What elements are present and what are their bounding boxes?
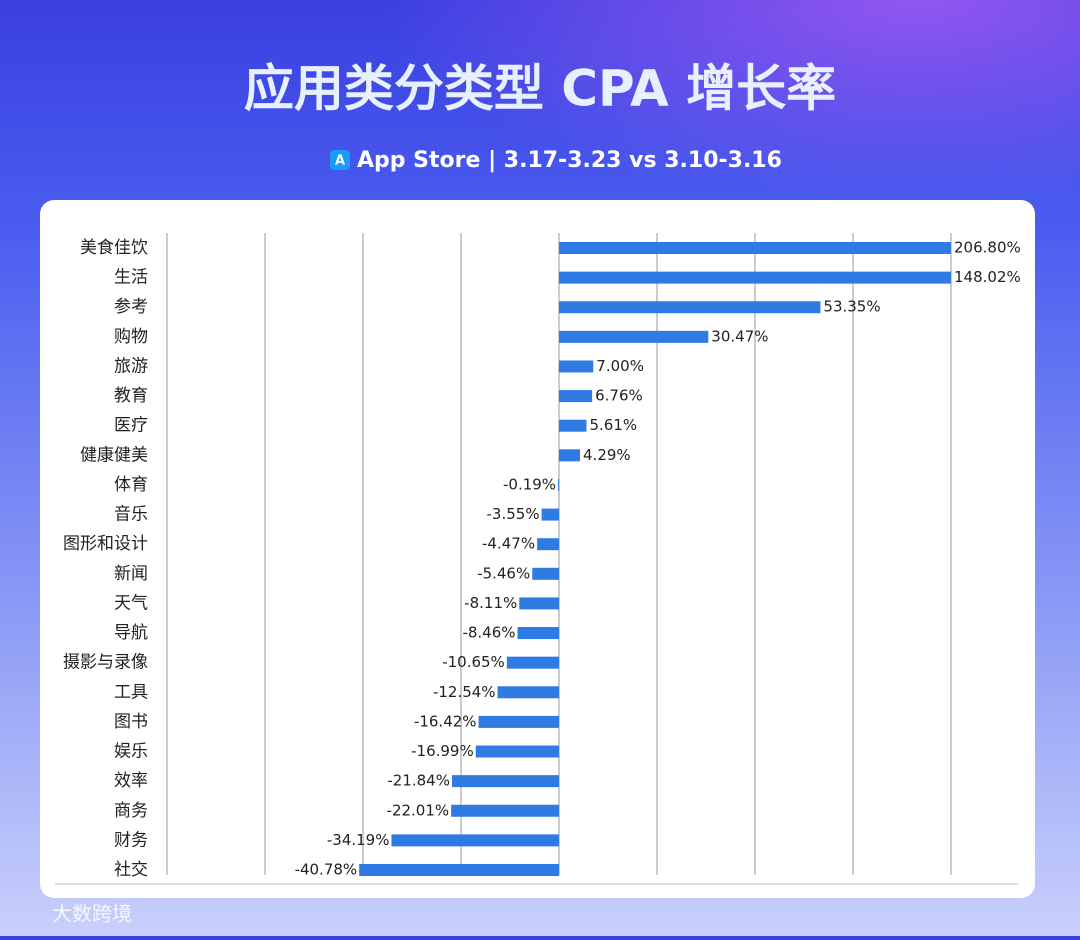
value-label: -40.78%: [295, 861, 358, 879]
bar: [559, 330, 709, 343]
value-label: 206.80%: [954, 239, 1021, 257]
value-label: -10.65%: [442, 653, 505, 671]
value-label: 5.61%: [589, 416, 637, 434]
category-label: 商务: [114, 801, 148, 821]
bar: [559, 449, 581, 462]
bar: [532, 567, 559, 580]
bar: [391, 834, 559, 847]
value-label: 30.47%: [711, 327, 768, 345]
value-label: -34.19%: [327, 831, 390, 849]
value-label: 53.35%: [823, 298, 880, 316]
category-label: 导航: [114, 623, 148, 643]
category-label: 财务: [114, 830, 148, 850]
category-label: 摄影与录像: [63, 653, 148, 673]
category-label: 教育: [114, 386, 148, 406]
category-label: 生活: [114, 268, 148, 288]
category-label: 图书: [114, 712, 148, 732]
value-label: -16.99%: [411, 742, 474, 760]
bar: [451, 775, 559, 788]
bar: [559, 242, 951, 254]
value-label: -0.19%: [503, 475, 556, 493]
subtitle: App Store | 3.17-3.23 vs 3.10-3.16: [357, 148, 782, 173]
plot: 美食佳饮 206.80% 生活 148.02% 参考 53.35% 购物 30.47% 旅游 7.…: [63, 233, 1021, 880]
category-label: 新闻: [114, 564, 148, 584]
bar: [558, 478, 559, 491]
value-label: -8.11%: [464, 594, 517, 612]
value-label: 4.29%: [583, 446, 631, 464]
category-label: 社交: [114, 860, 148, 880]
category-label: 旅游: [114, 356, 148, 376]
category-label: 美食佳饮: [80, 238, 148, 258]
value-label: -5.46%: [477, 564, 530, 582]
bar: [541, 508, 559, 521]
value-label: 6.76%: [595, 387, 643, 405]
value-label: -16.42%: [414, 712, 477, 730]
bar: [559, 390, 593, 403]
category-label: 健康健美: [80, 445, 148, 465]
chart-title: 应用类分类型 CPA 增长率: [244, 60, 836, 118]
bar: [519, 597, 559, 610]
icon-glyph: A: [335, 154, 345, 169]
bar: [559, 419, 587, 432]
category-label: 参考: [114, 297, 148, 317]
category-label: 音乐: [114, 505, 148, 525]
value-label: 148.02%: [954, 268, 1021, 286]
category-label: 工具: [114, 682, 148, 702]
value-label: -22.01%: [387, 801, 450, 819]
bar: [537, 538, 559, 551]
app-store-icon: [330, 150, 350, 170]
value-label: -4.47%: [482, 535, 535, 553]
category-label: 医疗: [114, 416, 148, 436]
category-label: 天气: [114, 593, 148, 613]
bar: [475, 745, 559, 758]
bar: [506, 656, 559, 669]
category-label: 娱乐: [114, 742, 148, 762]
bar: [559, 301, 821, 314]
category-label: 体育: [114, 475, 148, 495]
value-label: 7.00%: [596, 357, 644, 375]
bars: [359, 242, 951, 876]
bar: [359, 864, 559, 876]
category-label: 购物: [114, 327, 148, 347]
value-label: -8.46%: [462, 624, 515, 642]
value-label: -3.55%: [487, 505, 540, 523]
bar: [559, 360, 594, 373]
category-label: 图形和设计: [63, 534, 148, 554]
watermark: 大数跨境: [52, 902, 132, 926]
bar: [497, 686, 559, 699]
category-label: 效率: [114, 771, 148, 791]
value-label: -21.84%: [387, 772, 450, 790]
value-label: -12.54%: [433, 683, 496, 701]
bar: [559, 271, 951, 284]
bar: [451, 804, 559, 817]
bar: [478, 715, 559, 728]
bar: [517, 627, 559, 640]
